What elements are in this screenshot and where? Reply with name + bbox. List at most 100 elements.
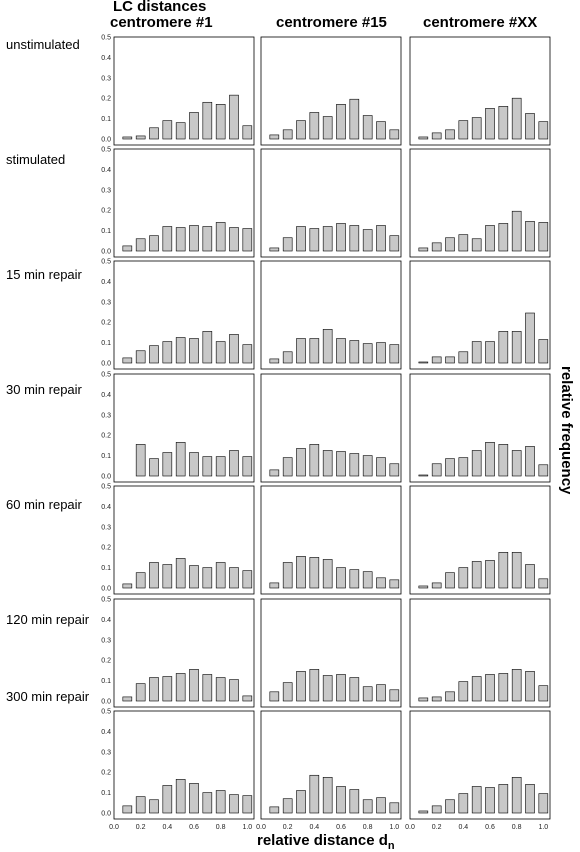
bar-r1c3-4 [458,120,469,140]
bar-r4c3-4 [458,457,469,477]
x-tick-label-c1-4: 0.8 [216,824,226,831]
bar-r2c2-8 [362,229,373,252]
bar-r2c3-6 [485,225,495,252]
bar-r7c1-3 [149,799,159,814]
bar-r2c2-5 [322,226,333,252]
x-tick-label-c2-0: 0.0 [256,824,266,831]
bar-r3c3-6 [485,341,495,364]
bar-r7c1-7 [202,792,213,814]
bar-r2c1-9 [229,227,239,252]
bar-r6c3-9 [525,671,535,702]
y-tick-label-r5c1-4: 0.4 [101,504,111,511]
bar-r4c3-1 [418,474,429,477]
y-tick-label-r3c1-5: 0.5 [101,259,111,266]
bar-r2c2-2 [282,237,293,252]
bar-r7c2-8 [362,799,373,814]
bar-r3c3-2 [431,356,442,364]
bar-r2c2-10 [389,235,400,252]
bar-r2c1-6 [189,225,199,252]
bar-r1c3-3 [445,129,455,140]
bar-r1c3-9 [525,113,535,140]
bar-r7c1-4 [162,785,173,814]
panel-frame-r5c3 [409,485,551,595]
y-tick-label-r6c1-5: 0.5 [101,597,111,604]
y-tick-label-r7c1-2: 0.2 [101,770,111,777]
x-tick-label-c2-5: 1.0 [389,824,399,831]
bar-r3c2-2 [282,351,293,364]
x-axis-title-subscript: n [387,840,395,852]
bar-r6c2-10 [389,689,400,702]
bar-r1c3-5 [471,117,482,140]
bar-r1c2-9 [376,121,386,140]
bar-r4c3-2 [431,463,442,477]
bar-r3c1-6 [189,338,199,364]
row-label-5: 60 min repair [6,497,82,512]
x-tick-label-c1-1: 0.2 [136,824,146,831]
x-tick-label-c3-3: 0.6 [485,824,495,831]
bar-r7c3-5 [471,786,482,814]
bar-r5c3-7 [498,551,509,589]
bar-r7c1-5 [175,779,186,814]
bar-r7c2-1 [269,806,280,814]
bar-r4c3-7 [498,444,509,477]
bar-r6c1-7 [202,674,213,702]
bar-r7c3-7 [498,784,509,814]
bar-r6c1-9 [229,679,239,702]
panel-frame-r4c1 [113,373,255,483]
bar-r7c3-6 [485,787,495,814]
bar-r6c3-8 [511,669,522,702]
row-label-7: 300 min repair [6,689,90,704]
y-axis-title: relative frequency [558,366,575,495]
bar-r7c3-4 [458,793,469,814]
bar-r2c1-5 [175,227,186,252]
bar-r6c2-2 [282,682,293,702]
bar-r3c2-7 [349,340,360,364]
bar-r4c3-8 [511,450,522,477]
x-tick-label-c2-4: 0.8 [363,824,373,831]
bar-r7c3-8 [511,776,522,814]
bar-r3c2-5 [322,329,333,364]
y-tick-label-r1c1-5: 0.5 [101,35,111,42]
bar-r3c3-7 [498,331,509,364]
y-tick-label-r2c1-3: 0.3 [101,187,111,194]
y-tick-label-r3c1-4: 0.4 [101,279,111,286]
bar-r7c2-9 [376,797,386,814]
bar-r6c1-8 [215,677,226,702]
bar-r5c1-8 [215,562,226,589]
y-tick-label-r7c1-0: 0.0 [101,811,111,818]
bar-r6c2-4 [309,669,320,702]
panel-frame-r3c1 [113,260,255,370]
bar-r4c2-7 [349,453,360,477]
bar-r5c2-5 [322,559,333,589]
y-tick-label-r4c1-4: 0.4 [101,392,111,399]
bar-r3c1-10 [242,344,253,364]
bar-r4c1-8 [215,456,226,477]
bar-r2c1-4 [162,226,173,252]
bar-r1c3-2 [431,132,442,140]
bar-r4c2-10 [389,463,400,477]
panel-frame-r3c3 [409,260,551,370]
bar-r3c1-3 [149,345,159,364]
x-tick-label-c2-1: 0.2 [283,824,293,831]
bar-r4c3-10 [538,464,549,477]
bar-r6c3-10 [538,685,549,702]
bar-r4c2-1 [269,469,280,477]
bar-r5c1-1 [122,583,133,589]
panel-frame-r3c2 [260,260,402,370]
bar-r2c3-5 [471,238,482,252]
x-tick-label-c1-2: 0.4 [162,824,172,831]
bar-r2c3-4 [458,234,469,252]
bar-r6c2-1 [269,691,280,702]
bar-r7c2-10 [389,802,400,814]
bar-r2c1-1 [122,245,133,252]
panel-frame-r2c1 [113,148,255,258]
bar-r4c2-4 [309,444,320,477]
bar-r2c1-7 [202,226,213,252]
bar-r1c2-3 [296,120,306,140]
bar-r6c1-5 [175,673,186,702]
bar-r1c2-2 [282,129,293,140]
x-tick-label-c3-4: 0.8 [512,824,522,831]
bar-r3c3-10 [538,339,549,364]
